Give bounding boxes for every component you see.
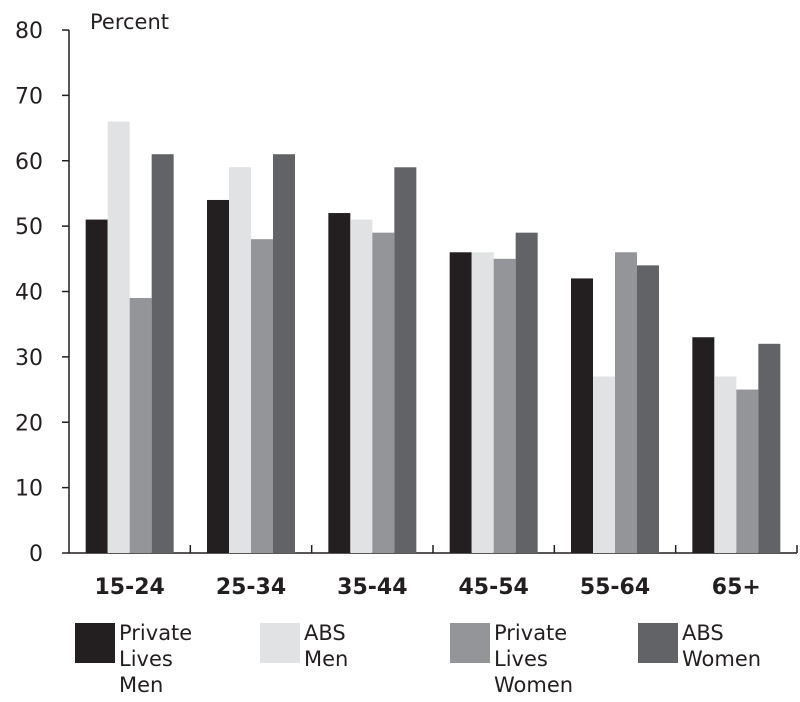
bar — [251, 239, 273, 553]
legend-label-line: Men — [119, 673, 164, 697]
bars — [85, 121, 781, 554]
bar — [328, 213, 351, 554]
y-tick-label: 0 — [29, 542, 43, 567]
category-label: 35-44 — [337, 575, 407, 600]
y-axis-unit-label: Percent — [90, 10, 169, 34]
bar — [107, 121, 130, 554]
axes — [68, 30, 797, 554]
bar — [372, 232, 395, 553]
bar — [229, 167, 251, 553]
legend-label-line: Lives — [494, 647, 548, 671]
bar — [151, 154, 174, 553]
bar — [758, 343, 781, 553]
bar — [571, 278, 593, 553]
y-tick-label: 30 — [15, 346, 43, 371]
legend-item: Private Lives Women — [450, 620, 573, 698]
legend-item: ABS Men — [260, 620, 348, 672]
bar — [714, 376, 737, 553]
bar — [615, 252, 637, 553]
category-label: 45-54 — [458, 575, 528, 600]
y-tick-label: 20 — [15, 411, 43, 436]
bar — [471, 252, 494, 553]
legend-label-line: Lives — [119, 647, 173, 671]
legend-label: ABS Men — [304, 620, 348, 672]
legend-label: ABS Women — [682, 620, 761, 672]
bar — [637, 265, 659, 553]
category-label: 55-64 — [580, 575, 650, 600]
y-ticks: 0 10 20 30 40 50 60 70 80 — [15, 19, 69, 567]
legend-label-line: Private — [119, 621, 193, 645]
legend-label: Private Lives Women — [494, 620, 573, 698]
bar — [394, 167, 417, 553]
y-tick-label: 10 — [15, 477, 43, 502]
x-ticks — [189, 545, 798, 553]
y-tick-label: 70 — [15, 84, 43, 109]
bar — [515, 232, 538, 553]
bar — [736, 389, 759, 553]
legend-swatch — [638, 623, 678, 663]
y-tick-label: 60 — [15, 150, 43, 175]
category-label: 65+ — [712, 575, 761, 600]
bar — [593, 376, 615, 553]
bar — [129, 298, 152, 553]
legend-swatch — [75, 623, 115, 663]
y-tick-label: 40 — [15, 281, 43, 306]
legend-label: Private Lives Men — [119, 620, 192, 698]
bar-chart: 0 10 20 30 40 50 60 70 80 15-24 25-34 35-44 45-54 55… — [15, 10, 798, 600]
legend-label-line: ABS — [304, 621, 346, 645]
y-tick-label: 80 — [15, 19, 43, 44]
legend-label-line: Private — [494, 621, 568, 645]
y-tick-label: 50 — [15, 215, 43, 240]
category-label: 25-34 — [216, 575, 286, 600]
bar — [449, 252, 472, 553]
legend-item: ABS Women — [638, 620, 761, 672]
legend-swatch — [260, 623, 300, 663]
legend: Private Lives Men ABS Men Private Lives Women AB… — [0, 620, 800, 702]
category-label: 15-24 — [94, 575, 164, 600]
legend-label-line: Women — [494, 673, 574, 697]
legend-swatch — [450, 623, 490, 663]
legend-label-line: Men — [304, 647, 349, 671]
bar — [692, 337, 715, 553]
legend-label-line: Women — [682, 647, 762, 671]
bar — [207, 199, 229, 553]
category-labels: 15-24 25-34 35-44 45-54 55-64 65+ — [94, 575, 760, 600]
bar — [273, 154, 295, 553]
bar — [493, 258, 516, 553]
bar — [350, 219, 373, 553]
legend-item: Private Lives Men — [75, 620, 192, 698]
legend-label-line: ABS — [682, 621, 724, 645]
bar — [85, 219, 108, 553]
